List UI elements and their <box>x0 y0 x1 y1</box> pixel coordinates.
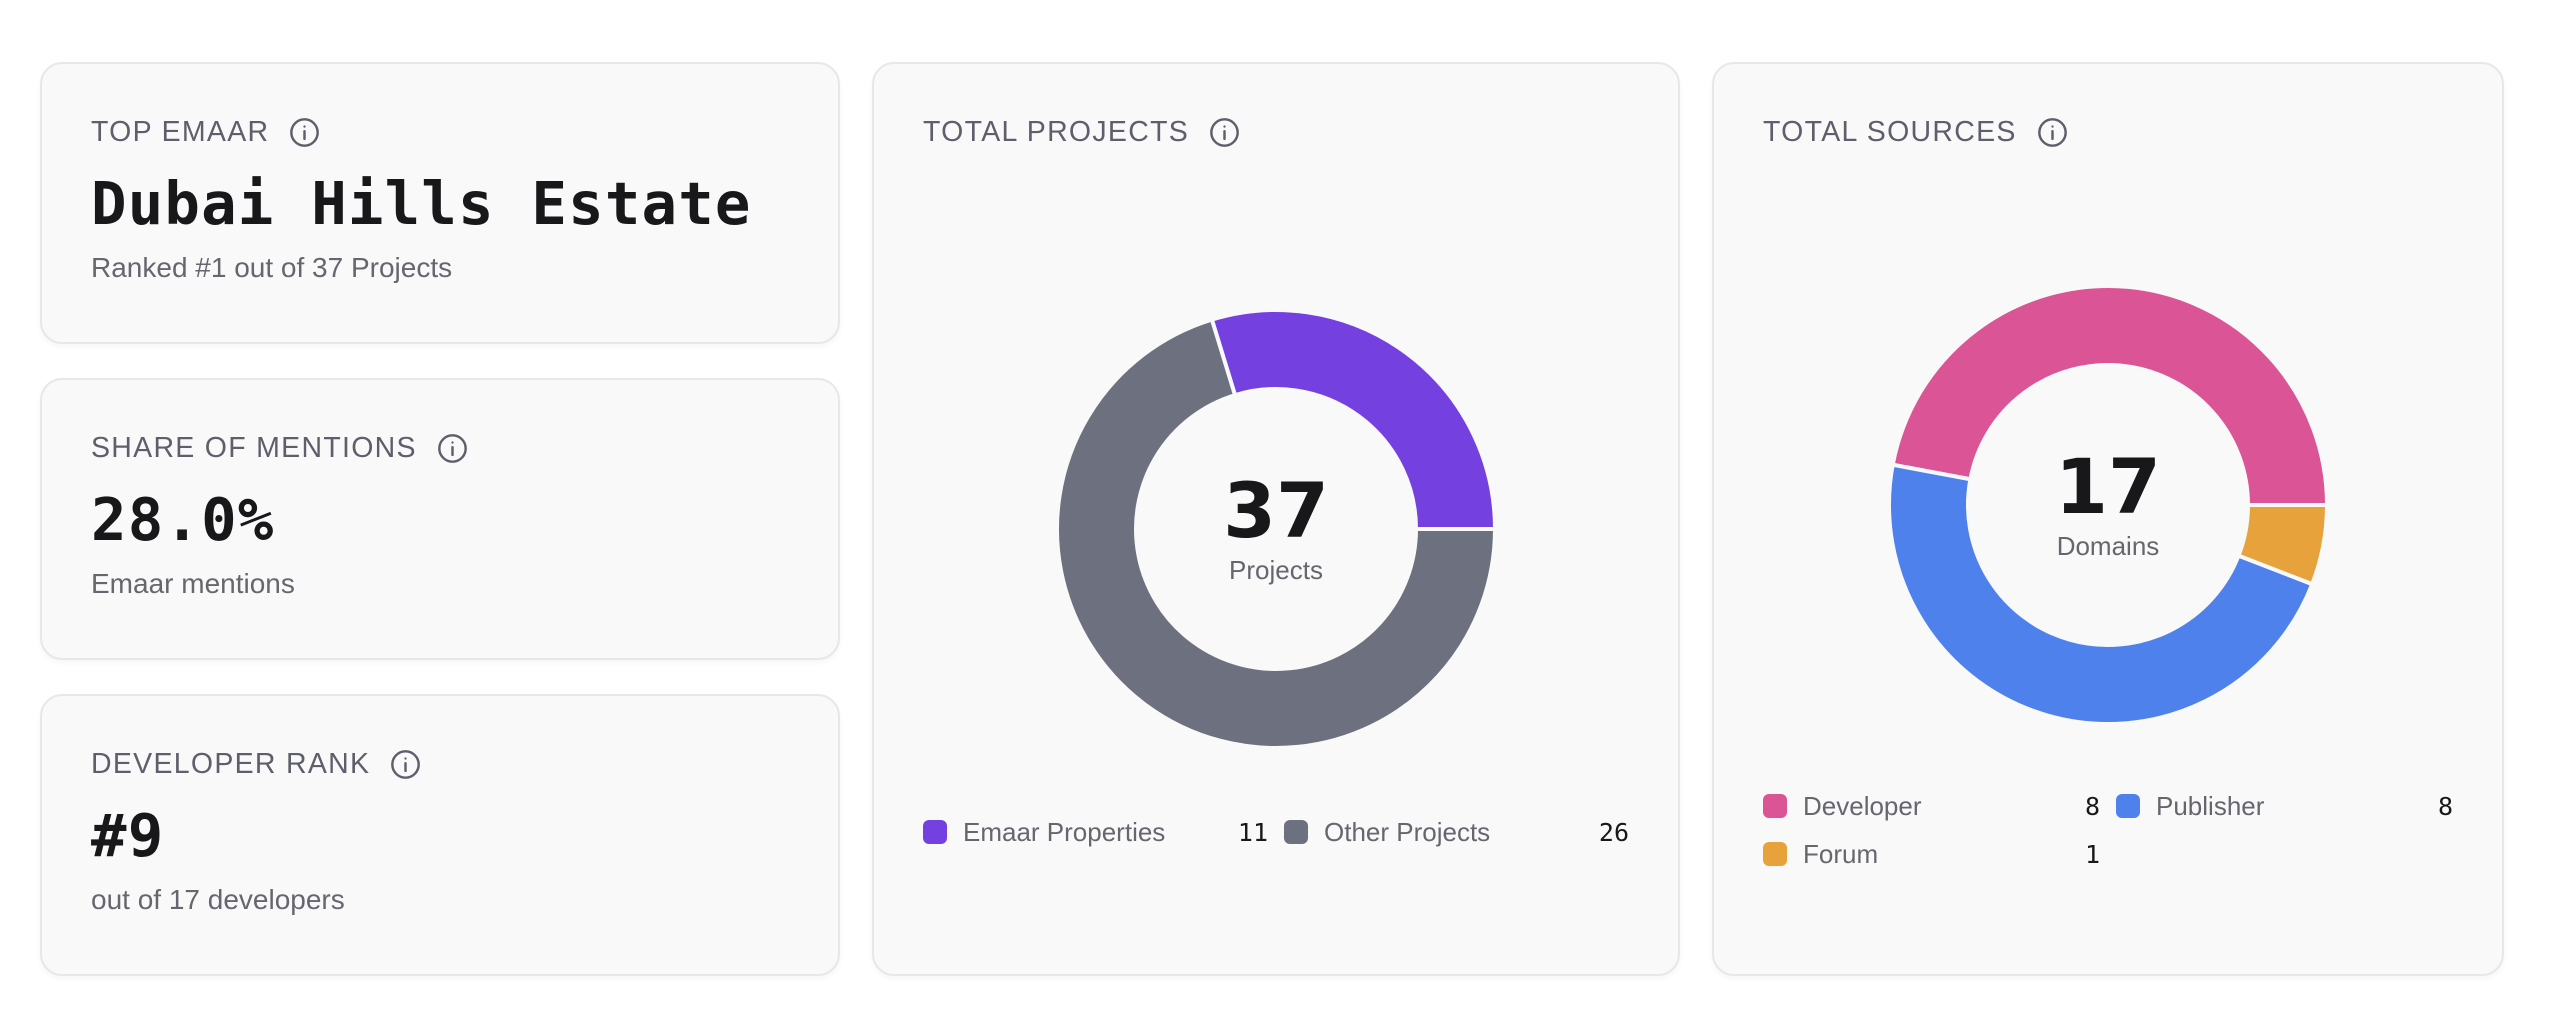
legend-value: 8 <box>2084 791 2100 821</box>
info-circle-icon[interactable] <box>1209 117 1240 148</box>
legend-value: 8 <box>2437 791 2453 821</box>
legend-label: Publisher <box>2156 790 2265 821</box>
projects-legend: Emaar Properties 11 Other Projects 26 <box>923 814 1629 850</box>
total-projects-card: Total Projects 37 Projects Emaar Propert… <box>872 62 1680 976</box>
total-sources-title: Total Sources <box>1763 116 2017 148</box>
legend-item-emaar-properties[interactable]: Emaar Properties 11 <box>923 814 1268 850</box>
developer-rank-subtitle: out of 17 developers <box>91 884 345 915</box>
developer-rank-card: Developer Rank #9 out of 17 developers <box>40 694 840 976</box>
projects-donut-svg <box>1055 308 1498 750</box>
share-of-mentions-title: Share of Mentions <box>91 432 417 464</box>
legend-swatch <box>1763 794 1787 818</box>
legend-value: 26 <box>1598 817 1629 847</box>
legend-swatch <box>2116 794 2140 818</box>
info-circle-icon[interactable] <box>289 117 320 148</box>
total-projects-title-row: Total Projects <box>923 114 1240 150</box>
info-circle-icon[interactable] <box>390 749 421 780</box>
top-emaar-value: Dubai Hills Estate <box>91 169 752 238</box>
share-of-mentions-title-row: Share of Mentions <box>91 430 468 466</box>
legend-swatch <box>923 820 947 844</box>
sources-donut-chart: 17 Domains <box>1714 284 2502 726</box>
share-of-mentions-value: 28.0% <box>91 485 275 554</box>
legend-item-other-projects[interactable]: Other Projects 26 <box>1284 814 1629 850</box>
top-emaar-title: Top Emaar <box>91 116 270 148</box>
legend-label: Developer <box>1803 790 1922 821</box>
sources-legend: Developer 8 Publisher 8 Forum 1 <box>1763 788 2453 872</box>
legend-value: 11 <box>1237 817 1268 847</box>
info-circle-icon[interactable] <box>437 433 468 464</box>
projects-donut-chart: 37 Projects <box>874 308 1678 750</box>
legend-value: 1 <box>2084 839 2100 869</box>
sources-slice-publisher[interactable] <box>1887 462 2315 726</box>
top-emaar-subtitle: Ranked #1 out of 37 Projects <box>91 252 453 283</box>
legend-label: Emaar Properties <box>963 816 1166 847</box>
projects-slice-other-projects[interactable] <box>1055 317 1498 750</box>
developer-rank-title: Developer Rank <box>91 748 371 780</box>
developer-rank-value: #9 <box>91 801 165 870</box>
legend-swatch <box>1763 842 1787 866</box>
share-of-mentions-subtitle: Emaar mentions <box>91 568 295 599</box>
sources-slice-forum[interactable] <box>2235 503 2330 587</box>
developer-rank-title-row: Developer Rank <box>91 746 421 782</box>
legend-item-forum[interactable]: Forum 1 <box>1763 836 2100 872</box>
top-emaar-title-row: Top Emaar <box>91 114 320 150</box>
share-of-mentions-card: Share of Mentions 28.0% Emaar mentions <box>40 378 840 660</box>
top-emaar-card: Top Emaar Dubai Hills Estate Ranked #1 o… <box>40 62 840 344</box>
projects-slice-emaar-properties[interactable] <box>1209 308 1498 531</box>
sources-donut-svg <box>1887 284 2330 726</box>
info-circle-icon[interactable] <box>2037 117 2068 148</box>
total-projects-title: Total Projects <box>923 116 1190 148</box>
legend-label: Other Projects <box>1324 816 1491 847</box>
legend-item-publisher[interactable]: Publisher 8 <box>2116 788 2453 824</box>
total-sources-title-row: Total Sources <box>1763 114 2068 150</box>
legend-swatch <box>1284 820 1308 844</box>
legend-label: Forum <box>1803 838 1879 869</box>
total-sources-card: Total Sources 17 Domains Developer 8 Pub… <box>1712 62 2504 976</box>
sources-slice-developer[interactable] <box>1890 284 2330 507</box>
legend-item-developer[interactable]: Developer 8 <box>1763 788 2100 824</box>
